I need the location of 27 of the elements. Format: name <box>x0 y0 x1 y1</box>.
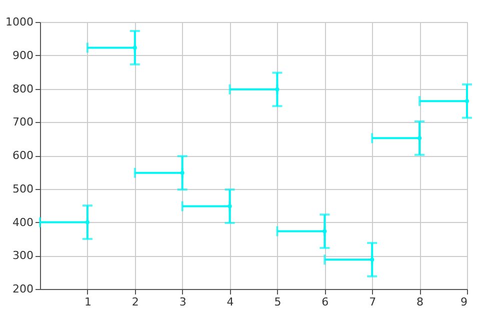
y-tick-label: 700 <box>12 116 34 129</box>
point <box>275 87 280 92</box>
y-tick-label: 500 <box>12 182 34 196</box>
x-tick-label: 6 <box>322 296 329 308</box>
point <box>180 170 184 175</box>
x-tick-label: 5 <box>274 296 282 308</box>
x-tick-label: 8 <box>416 296 424 308</box>
y-tick-label: 300 <box>12 249 34 262</box>
point <box>228 204 232 208</box>
y-tick-label: 600 <box>12 149 34 162</box>
y-tick-label: 800 <box>12 82 34 96</box>
y-tick-label: 200 <box>12 282 34 296</box>
point <box>370 258 374 262</box>
point <box>322 229 327 234</box>
y-tick-label: 400 <box>12 216 34 229</box>
x-tick-label: 1 <box>84 296 92 308</box>
point <box>85 220 90 224</box>
point <box>132 46 137 50</box>
x-tick-label: 4 <box>226 296 234 308</box>
x-tick-label: 2 <box>132 296 139 308</box>
x-tick-label: 9 <box>460 296 468 308</box>
y-tick-label: 900 <box>12 48 34 62</box>
y-tick-label: 1000 <box>6 16 34 28</box>
point <box>465 99 469 104</box>
point <box>418 136 422 140</box>
x-tick-label: 3 <box>179 296 186 308</box>
x-tick-label: 7 <box>369 296 376 308</box>
